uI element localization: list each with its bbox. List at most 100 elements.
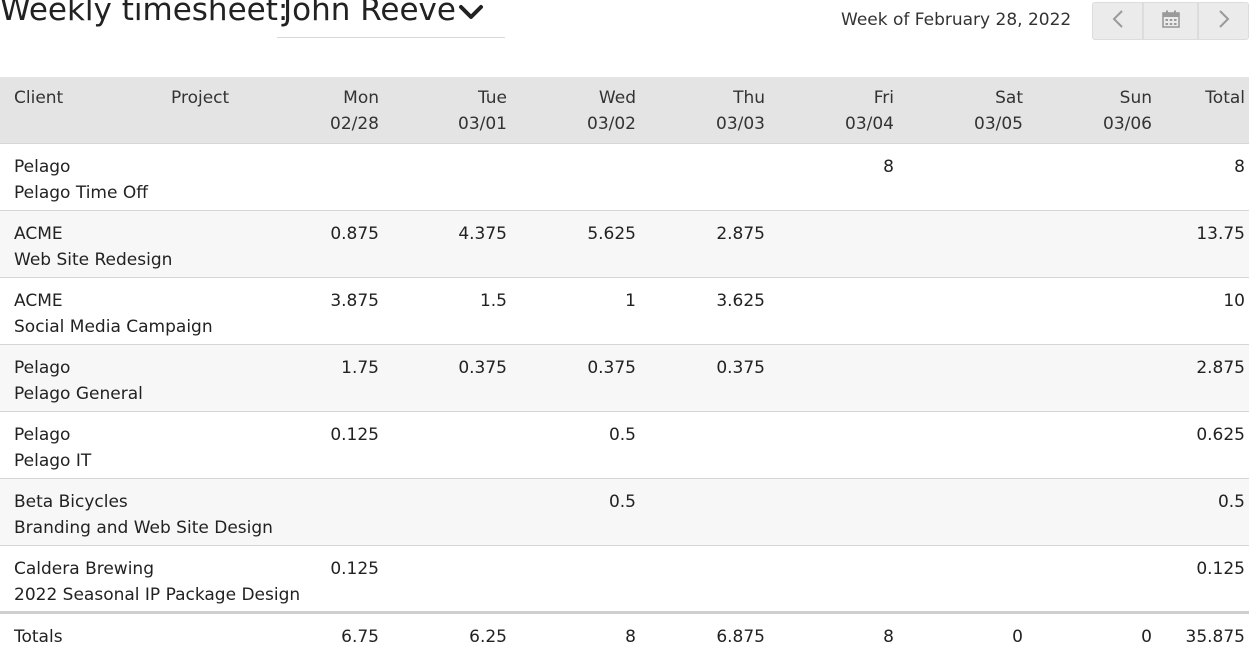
day-total: 8 xyxy=(779,610,908,652)
day-total: 0 xyxy=(1037,610,1166,652)
hours-cell[interactable]: 0.375 xyxy=(393,343,521,411)
hours-cell[interactable] xyxy=(1037,410,1166,478)
hours-cell[interactable] xyxy=(908,544,1037,612)
hours-cell[interactable] xyxy=(650,477,779,545)
hours-cell[interactable] xyxy=(521,142,650,210)
user-select[interactable]: John Reeve xyxy=(277,0,505,38)
hours-cell[interactable]: 8 xyxy=(779,142,908,210)
week-label: Week of February 28, 2022 xyxy=(841,10,1072,30)
hours-cell[interactable] xyxy=(779,343,908,411)
client-project-cell: Pelago Pelago General xyxy=(0,343,293,411)
project-name: Pelago General xyxy=(14,383,143,404)
client-name: Caldera Brewing xyxy=(14,558,155,579)
client-project-cell: Caldera Brewing 2022 Seasonal IP Package … xyxy=(0,544,300,612)
hours-cell[interactable]: 4.375 xyxy=(393,209,521,277)
hours-cell[interactable] xyxy=(293,477,393,545)
hours-cell[interactable] xyxy=(908,477,1037,545)
project-name: Pelago Time Off xyxy=(14,182,148,203)
hours-cell[interactable] xyxy=(908,343,1037,411)
col-day: Sat 03/05 xyxy=(908,77,1037,143)
hours-cell[interactable] xyxy=(1037,477,1166,545)
day-total: 8 xyxy=(521,610,650,652)
hours-cell[interactable] xyxy=(650,142,779,210)
hours-cell[interactable]: 0.5 xyxy=(521,477,650,545)
hours-cell[interactable]: 0.875 xyxy=(293,209,393,277)
col-client: Client xyxy=(0,77,157,143)
hours-cell[interactable]: 0.375 xyxy=(521,343,650,411)
hours-cell[interactable]: 0.5 xyxy=(521,410,650,478)
hours-cell[interactable]: 0.375 xyxy=(650,343,779,411)
row-total: 0.125 xyxy=(1166,544,1249,612)
project-name: Pelago IT xyxy=(14,450,92,471)
hours-cell[interactable] xyxy=(779,544,908,612)
hours-cell[interactable] xyxy=(393,477,521,545)
hours-cell[interactable] xyxy=(908,410,1037,478)
row-total: 0.625 xyxy=(1166,410,1249,478)
row-total: 8 xyxy=(1166,142,1249,210)
hours-cell[interactable] xyxy=(1037,343,1166,411)
hours-cell[interactable]: 5.625 xyxy=(521,209,650,277)
hours-cell[interactable] xyxy=(779,410,908,478)
totals-label: Totals xyxy=(0,610,293,652)
hours-cell[interactable] xyxy=(1037,142,1166,210)
client-name: Pelago xyxy=(14,357,71,378)
project-name: Branding and Web Site Design xyxy=(14,517,273,538)
hours-cell[interactable] xyxy=(779,209,908,277)
hours-cell[interactable]: 2.875 xyxy=(650,209,779,277)
hours-cell[interactable] xyxy=(1037,544,1166,612)
hours-cell[interactable] xyxy=(293,142,393,210)
hours-cell[interactable] xyxy=(908,209,1037,277)
hours-cell[interactable]: 1.5 xyxy=(393,276,521,344)
col-day: Wed 03/02 xyxy=(521,77,650,143)
row-total: 10 xyxy=(1166,276,1249,344)
day-total: 0 xyxy=(908,610,1037,652)
hours-cell[interactable] xyxy=(650,410,779,478)
hours-cell[interactable] xyxy=(393,544,521,612)
previous-week-button[interactable] xyxy=(1092,2,1143,40)
table-row[interactable]: Pelago Pelago General 1.75 0.375 0.375 0.… xyxy=(0,343,1249,411)
table-row[interactable]: Pelago Pelago IT 0.125 0.5 0.625 xyxy=(0,410,1249,478)
hours-cell[interactable] xyxy=(779,477,908,545)
col-day: Fri 03/04 xyxy=(779,77,908,143)
hours-cell[interactable] xyxy=(779,276,908,344)
calendar-button[interactable] xyxy=(1143,2,1198,40)
table-row[interactable]: ACME Web Site Redesign 0.875 4.375 5.625 … xyxy=(0,209,1249,277)
page-title: Weekly timesheet: xyxy=(0,0,289,28)
client-project-cell: Pelago Pelago IT xyxy=(0,410,293,478)
table-row[interactable]: Caldera Brewing 2022 Seasonal IP Package … xyxy=(0,544,1249,612)
hours-cell[interactable] xyxy=(393,410,521,478)
client-name: Beta Bicycles xyxy=(14,491,128,512)
client-name: Pelago xyxy=(14,424,71,445)
hours-cell[interactable]: 3.875 xyxy=(293,276,393,344)
next-week-button[interactable] xyxy=(1198,2,1249,40)
hours-cell[interactable] xyxy=(521,544,650,612)
table-row[interactable]: Pelago Pelago Time Off 8 8 xyxy=(0,142,1249,210)
row-total: 2.875 xyxy=(1166,343,1249,411)
hours-cell[interactable]: 1.75 xyxy=(293,343,393,411)
hours-cell[interactable] xyxy=(1037,276,1166,344)
table-row[interactable]: ACME Social Media Campaign 3.875 1.5 1 3.… xyxy=(0,276,1249,344)
client-project-cell: ACME Web Site Redesign xyxy=(0,209,293,277)
hours-cell[interactable] xyxy=(908,142,1037,210)
hours-cell[interactable]: 3.625 xyxy=(650,276,779,344)
grand-total: 35.875 xyxy=(1166,610,1249,652)
client-name: Pelago xyxy=(14,156,71,177)
hours-cell[interactable] xyxy=(650,544,779,612)
chevron-down-icon xyxy=(458,4,484,26)
day-total: 6.875 xyxy=(650,610,779,652)
hours-cell[interactable]: 1 xyxy=(521,276,650,344)
hours-cell[interactable]: 0.125 xyxy=(293,410,393,478)
hours-cell[interactable] xyxy=(908,276,1037,344)
client-project-cell: Pelago Pelago Time Off xyxy=(0,142,293,210)
chevron-left-icon xyxy=(1111,9,1125,33)
col-day: Thu 03/03 xyxy=(650,77,779,143)
project-name: Social Media Campaign xyxy=(14,316,213,337)
table-row[interactable]: Beta Bicycles Branding and Web Site Desig… xyxy=(0,477,1249,545)
col-day: Sun 03/06 xyxy=(1037,77,1166,143)
hours-cell[interactable] xyxy=(1037,209,1166,277)
hours-cell[interactable]: 0.125 xyxy=(293,544,393,612)
timesheet-table: Client Project Mon 02/28 Tue 03/01 Wed 03/0… xyxy=(0,77,1249,652)
hours-cell[interactable] xyxy=(393,142,521,210)
client-project-cell: ACME Social Media Campaign xyxy=(0,276,293,344)
col-project: Project xyxy=(157,77,293,143)
